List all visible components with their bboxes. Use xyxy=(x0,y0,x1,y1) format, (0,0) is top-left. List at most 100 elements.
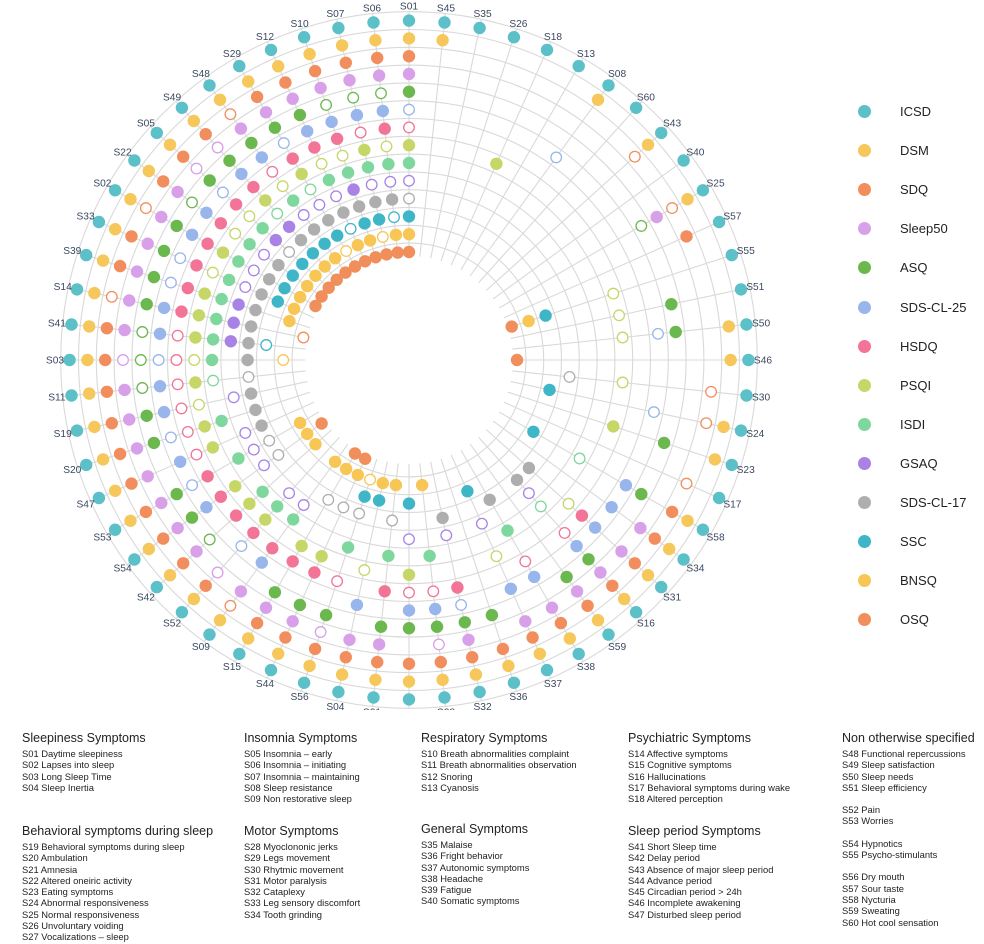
data-point xyxy=(293,598,307,612)
category-title: General Symptoms xyxy=(421,822,528,836)
category-item: S20 Ambulation xyxy=(22,852,88,864)
category-spacer xyxy=(842,793,975,804)
data-point xyxy=(295,539,308,553)
data-point xyxy=(330,273,343,286)
category-item: S52 Pain xyxy=(842,804,881,816)
data-point-open xyxy=(227,391,240,404)
data-point xyxy=(708,453,722,466)
legend-item: GSAQ xyxy=(852,444,977,483)
data-point xyxy=(269,233,282,247)
data-point xyxy=(297,31,311,44)
data-point xyxy=(244,387,258,400)
data-point xyxy=(139,505,153,519)
data-point xyxy=(189,331,202,344)
data-point xyxy=(434,655,447,669)
data-point xyxy=(80,458,93,472)
symptom-label: S20 xyxy=(63,465,81,476)
legend: ICSD DSM SDQ Sleep50 ASQ SDS-CL-25 HSDQ PSQI ISD… xyxy=(852,92,977,639)
data-point-open xyxy=(171,378,184,391)
data-point xyxy=(268,586,282,599)
data-point-open xyxy=(455,598,468,611)
category-item: S49 Sleep satisfaction xyxy=(842,759,935,771)
data-point xyxy=(308,566,321,579)
data-point xyxy=(402,139,416,152)
legend-swatch xyxy=(858,495,871,509)
data-point xyxy=(352,200,366,213)
data-point xyxy=(109,223,122,236)
data-point xyxy=(224,335,237,348)
symptom-label: S51 xyxy=(746,282,764,293)
data-point xyxy=(229,509,243,522)
data-point xyxy=(554,616,568,630)
data-point-open xyxy=(206,266,219,279)
data-point xyxy=(648,532,661,545)
data-point-open xyxy=(403,103,415,116)
legend-swatch xyxy=(858,417,871,431)
data-point xyxy=(229,480,242,493)
data-point xyxy=(278,282,291,295)
data-point xyxy=(153,380,167,393)
data-point xyxy=(287,302,301,315)
data-point xyxy=(216,246,230,259)
data-point xyxy=(402,245,416,259)
data-point xyxy=(109,484,122,497)
category-item: S23 Eating symptoms xyxy=(22,886,114,898)
data-point xyxy=(147,436,161,450)
category-item: S60 Hot cool sensation xyxy=(842,916,939,928)
data-point xyxy=(358,217,371,230)
category-sleepiness: Sleepiness Symptoms S01 Daytime sleepine… xyxy=(22,731,146,793)
data-point xyxy=(570,539,583,553)
data-point xyxy=(473,685,486,699)
data-point-open xyxy=(680,477,693,490)
data-point xyxy=(301,427,314,441)
data-point xyxy=(125,230,138,243)
data-point xyxy=(163,138,177,151)
data-point-open xyxy=(242,370,255,383)
category-item: S58 Nycturia xyxy=(842,893,896,905)
data-point-open xyxy=(136,382,149,394)
data-point-open xyxy=(403,586,415,599)
symptom-label: S06 xyxy=(363,3,381,14)
data-point-open xyxy=(260,339,273,351)
data-point xyxy=(572,647,585,661)
data-point xyxy=(462,633,475,646)
data-point xyxy=(466,651,479,664)
data-point xyxy=(306,247,320,260)
data-point xyxy=(214,490,227,503)
data-point-open xyxy=(331,575,344,588)
data-point xyxy=(259,106,273,119)
symptom-label: S53 xyxy=(93,533,111,544)
data-point xyxy=(283,314,296,328)
data-point xyxy=(268,121,282,134)
data-point xyxy=(286,92,299,105)
legend-swatch xyxy=(858,222,871,236)
data-point-open xyxy=(247,264,260,277)
symptom-label: S11 xyxy=(48,393,66,404)
data-point-open xyxy=(243,210,256,223)
legend-label: BNSQ xyxy=(900,573,937,589)
data-point xyxy=(227,316,240,329)
data-point xyxy=(358,143,371,157)
data-point xyxy=(526,631,539,644)
data-point xyxy=(157,244,171,258)
data-point xyxy=(372,494,386,507)
data-point-open xyxy=(562,497,575,510)
data-point xyxy=(234,122,248,135)
data-point xyxy=(740,389,753,402)
data-point xyxy=(655,580,668,594)
data-point-open xyxy=(134,354,147,366)
data-point xyxy=(510,353,524,367)
symptom-label: S26 xyxy=(509,19,527,30)
data-point xyxy=(243,497,256,510)
data-point xyxy=(200,206,213,219)
grid-ring xyxy=(291,242,527,478)
data-point xyxy=(543,383,556,397)
data-point xyxy=(473,21,486,35)
data-point xyxy=(519,615,532,628)
category-title: Non otherwise specified xyxy=(842,731,975,745)
symptom-label: S02 xyxy=(93,179,111,190)
data-point xyxy=(540,43,554,57)
symptom-label: S49 xyxy=(163,92,181,103)
data-point xyxy=(294,233,308,247)
data-point xyxy=(65,389,78,402)
